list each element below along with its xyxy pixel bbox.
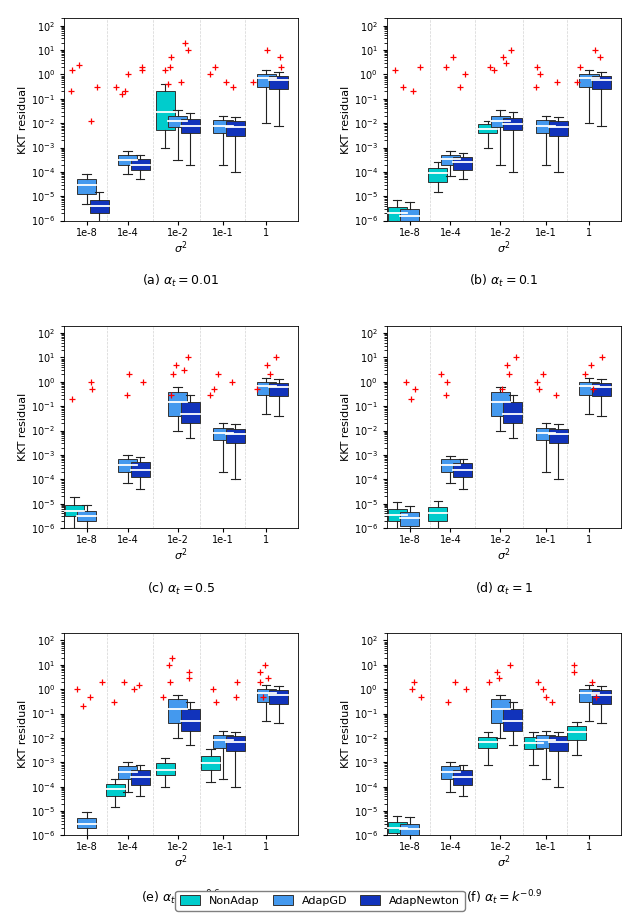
Text: (e) $\alpha_t = k^{-0.6}$: (e) $\alpha_t = k^{-0.6}$ [141,888,221,907]
Polygon shape [388,207,406,220]
Polygon shape [441,155,460,164]
Y-axis label: KKT residual: KKT residual [18,85,28,153]
Polygon shape [106,784,125,796]
Polygon shape [400,512,419,526]
Text: (d) $\alpha_t = 1$: (d) $\alpha_t = 1$ [475,580,532,597]
Polygon shape [226,429,245,443]
Polygon shape [168,116,187,127]
Text: (a) $\alpha_t = 0.01$: (a) $\alpha_t = 0.01$ [142,274,220,289]
X-axis label: $\sigma^2$: $\sigma^2$ [497,854,511,870]
Y-axis label: KKT residual: KKT residual [341,393,351,461]
Polygon shape [77,511,96,521]
Polygon shape [168,699,187,723]
Polygon shape [441,459,460,472]
Polygon shape [269,690,288,704]
Y-axis label: KKT residual: KKT residual [18,393,28,461]
Polygon shape [504,118,522,130]
Polygon shape [548,736,568,751]
Y-axis label: KKT residual: KKT residual [18,700,28,768]
Polygon shape [269,75,288,89]
Polygon shape [536,735,556,747]
Polygon shape [257,74,276,87]
Polygon shape [180,402,200,423]
Polygon shape [257,689,276,702]
Polygon shape [180,710,200,731]
X-axis label: $\sigma^2$: $\sigma^2$ [497,239,511,255]
Polygon shape [168,391,187,416]
Polygon shape [118,459,137,472]
Polygon shape [548,429,568,443]
X-axis label: $\sigma^2$: $\sigma^2$ [174,546,188,563]
Polygon shape [77,818,96,828]
Y-axis label: KKT residual: KKT residual [341,85,351,153]
Polygon shape [592,383,611,397]
Polygon shape [388,509,406,521]
X-axis label: $\sigma^2$: $\sigma^2$ [174,854,188,870]
Polygon shape [131,769,150,785]
Polygon shape [548,121,568,136]
Text: (c) $\alpha_t = 0.5$: (c) $\alpha_t = 0.5$ [147,580,215,597]
Polygon shape [388,823,406,834]
Polygon shape [214,428,232,441]
Polygon shape [491,699,510,723]
X-axis label: $\sigma^2$: $\sigma^2$ [174,239,188,255]
Polygon shape [118,766,137,779]
Polygon shape [428,508,447,521]
X-axis label: $\sigma^2$: $\sigma^2$ [497,546,511,563]
Polygon shape [567,726,586,740]
Polygon shape [90,200,109,213]
Polygon shape [131,463,150,477]
Polygon shape [226,121,245,136]
Polygon shape [118,155,137,164]
Polygon shape [453,464,472,477]
Polygon shape [592,690,611,704]
Polygon shape [579,382,598,395]
Polygon shape [131,159,150,170]
Polygon shape [201,756,220,769]
Polygon shape [214,735,232,747]
Polygon shape [491,391,510,416]
Polygon shape [536,120,556,133]
Polygon shape [453,769,472,785]
Polygon shape [226,736,245,751]
Polygon shape [428,168,447,182]
Polygon shape [491,116,510,127]
Polygon shape [504,402,522,423]
Polygon shape [77,179,96,195]
Polygon shape [400,823,419,835]
Polygon shape [269,383,288,397]
Polygon shape [400,209,419,223]
Polygon shape [257,382,276,395]
Polygon shape [180,118,200,133]
Polygon shape [453,157,472,170]
Polygon shape [65,505,84,516]
Text: (b) $\alpha_t = 0.1$: (b) $\alpha_t = 0.1$ [469,274,539,289]
Text: (f) $\alpha_t = k^{-0.9}$: (f) $\alpha_t = k^{-0.9}$ [466,888,542,907]
Polygon shape [441,766,460,779]
Polygon shape [579,74,598,87]
Polygon shape [524,737,543,749]
Polygon shape [504,710,522,731]
Y-axis label: KKT residual: KKT residual [341,700,351,768]
Polygon shape [156,764,175,775]
Polygon shape [592,75,611,89]
Polygon shape [478,124,497,133]
Polygon shape [536,428,556,441]
Legend: NonAdap, AdapGD, AdapNewton: NonAdap, AdapGD, AdapNewton [175,891,465,911]
Polygon shape [478,737,497,747]
Polygon shape [156,92,175,130]
Polygon shape [579,689,598,702]
Polygon shape [214,120,232,133]
